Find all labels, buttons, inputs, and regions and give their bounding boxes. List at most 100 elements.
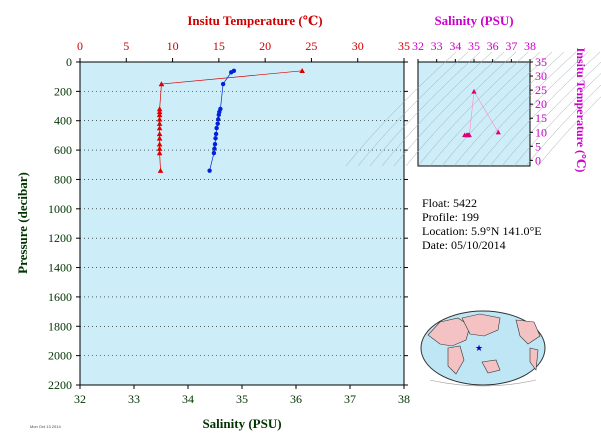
temperature-point <box>156 145 163 151</box>
profile-number: Profile: 199 <box>422 210 479 224</box>
salinity-point <box>213 136 218 141</box>
ts-temperature-tick-label: 15 <box>535 111 547 125</box>
ts-temperature-tick-label: 10 <box>535 125 547 139</box>
ts-top-axis-title: Salinity (PSU) <box>434 13 513 28</box>
density-contour <box>489 51 601 167</box>
temperature-point <box>157 167 164 173</box>
temperature-point <box>156 141 163 147</box>
salinity-point <box>215 121 220 126</box>
ts-salinity-tick-label: 33 <box>431 39 443 53</box>
pressure-tick-label: 2200 <box>48 378 72 392</box>
ts-salinity-tick-label: 38 <box>524 39 536 53</box>
ts-point <box>495 129 501 135</box>
pressure-tick-label: 800 <box>54 172 72 186</box>
ts-temperature-tick-label: 25 <box>535 83 547 97</box>
ts-salinity-tick-label: 32 <box>412 39 424 53</box>
ts-temperature-tick-label: 35 <box>535 55 547 69</box>
pressure-tick-label: 0 <box>66 55 72 69</box>
density-contour <box>525 84 601 167</box>
ts-temperature-tick-label: 20 <box>535 97 547 111</box>
pressure-tick-label: 200 <box>54 84 72 98</box>
salinity-point <box>211 150 217 156</box>
ts-salinity-tick-label: 36 <box>487 39 499 53</box>
temperature-point <box>156 120 163 126</box>
salinity-point <box>207 168 212 173</box>
generation-stamp: Mon Oct 13 2014 <box>30 424 61 429</box>
density-contour <box>405 51 517 167</box>
density-contour <box>501 61 601 167</box>
ts-right-axis-title: Insitu Temperature (℃) <box>574 48 588 173</box>
left-axis-title: Pressure (decibar) <box>15 172 30 274</box>
map-land-south-america <box>529 347 539 371</box>
pressure-tick-label: 1400 <box>48 261 72 275</box>
temperature-point <box>156 150 163 156</box>
ts-temperature-tick-label: 0 <box>535 153 541 167</box>
main-ticks: 0200400600800100012001400160018002000220… <box>48 39 410 406</box>
salinity-tick-label: 35 <box>236 392 248 406</box>
main-series <box>156 68 305 173</box>
density-contour <box>537 96 601 167</box>
salinity-tick-label: 36 <box>290 392 302 406</box>
temperature-point <box>156 116 163 122</box>
pressure-tick-label: 1800 <box>48 319 72 333</box>
pressure-tick-label: 2000 <box>48 349 72 363</box>
ts-point <box>471 88 477 94</box>
density-contour <box>393 51 505 167</box>
temperature-point <box>158 81 165 87</box>
map-land-eurasia-west <box>427 317 471 347</box>
density-contour <box>441 51 553 167</box>
temperature-point <box>156 112 163 118</box>
temperature-point <box>156 125 163 131</box>
salinity-tick-label: 33 <box>128 392 140 406</box>
pressure-tick-label: 1200 <box>48 231 72 245</box>
ts-temperature-tick-label: 5 <box>535 139 541 153</box>
temperature-point <box>156 109 163 115</box>
map-land-antarctica <box>429 379 537 387</box>
world-map: ★ <box>420 310 546 387</box>
temperature-point <box>156 131 163 137</box>
salinity-point <box>214 125 219 131</box>
ts-salinity-tick-label: 37 <box>505 39 517 53</box>
float-id: Float: 5422 <box>422 196 478 210</box>
density-contour <box>429 51 541 167</box>
density-contour <box>369 51 481 167</box>
ts-salinity-tick-label: 34 <box>449 39 461 53</box>
ts-density-contours <box>345 51 601 167</box>
salinity-tick-label: 37 <box>344 392 356 406</box>
temperature-tick-label: 30 <box>352 39 364 53</box>
ts-point <box>466 132 472 138</box>
salinity-tick-label: 38 <box>398 392 410 406</box>
map-land-north-america <box>515 319 541 345</box>
temperature-point <box>156 106 163 112</box>
salinity-point <box>212 142 218 147</box>
top-axis-title: Insitu Temperature (℃) <box>187 13 322 28</box>
salinity-point <box>220 81 226 87</box>
map-land-australia <box>481 359 501 374</box>
salinity-point <box>213 131 219 137</box>
temperature-tick-label: 10 <box>167 39 179 53</box>
density-contour <box>417 51 529 167</box>
main-plot-area <box>79 61 405 386</box>
density-contour <box>465 51 577 167</box>
salinity-point <box>216 112 221 118</box>
temperature-tick-label: 15 <box>213 39 225 53</box>
ts-plot-area <box>417 61 531 167</box>
ts-series <box>462 88 501 138</box>
density-contour <box>453 51 565 167</box>
date: Date: 05/10/2014 <box>422 238 506 252</box>
density-contour <box>345 51 457 167</box>
pressure-tick-label: 400 <box>54 114 72 128</box>
pressure-tick-label: 1000 <box>48 202 72 216</box>
salinity-point <box>229 70 234 75</box>
temperature-tick-label: 5 <box>123 39 129 53</box>
temperature-tick-label: 0 <box>77 39 83 53</box>
density-contour <box>477 51 589 167</box>
temperature-tick-label: 35 <box>398 39 410 53</box>
density-contour <box>357 51 469 167</box>
location: Location: 5.9°N 141.0°E <box>422 224 542 238</box>
density-contour <box>513 73 601 167</box>
ts-temperature-tick-label: 30 <box>535 69 547 83</box>
temperature-tick-label: 20 <box>259 39 271 53</box>
map-float-location-marker: ★ <box>475 343 483 353</box>
